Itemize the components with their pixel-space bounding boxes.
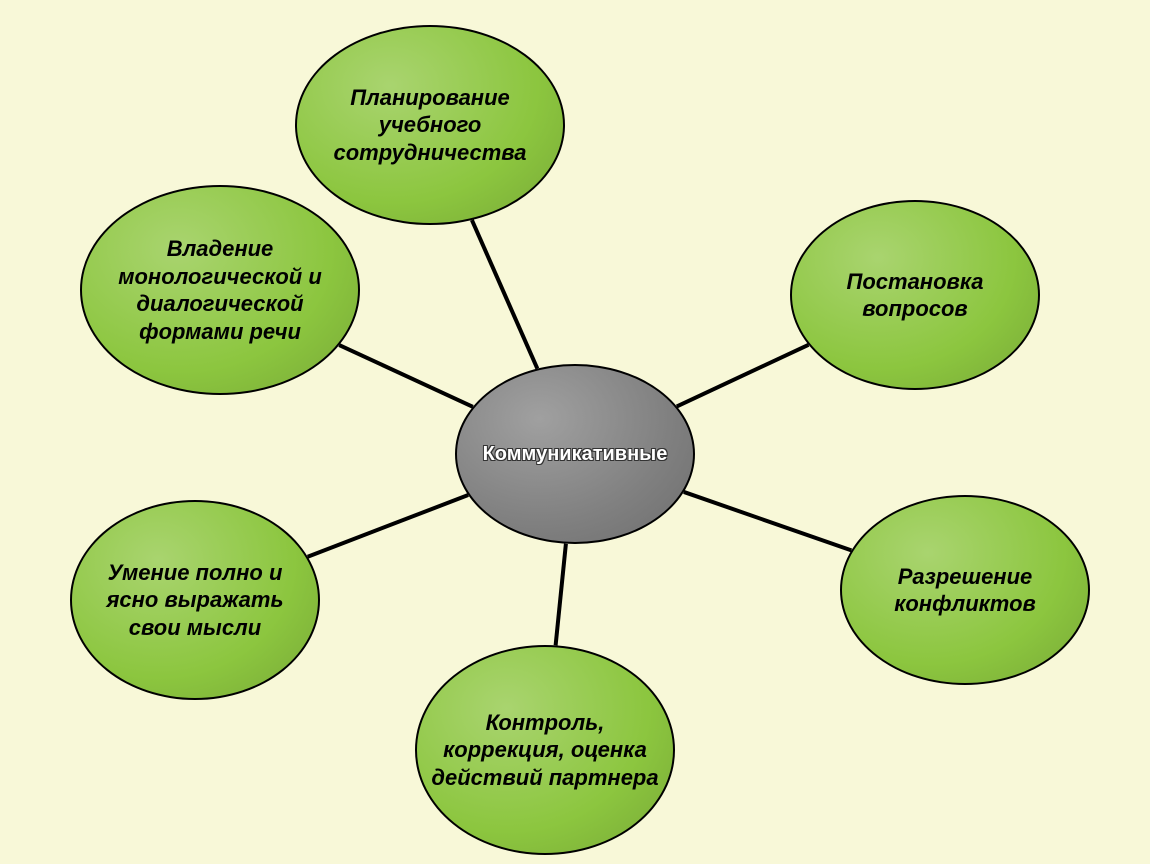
connector-speech bbox=[339, 345, 473, 407]
connector-control bbox=[556, 544, 566, 646]
node-label-conflicts: Разрешение конфликтов bbox=[852, 563, 1078, 618]
node-label-planning: Планирование учебного сотрудничества bbox=[307, 84, 553, 167]
node-label-questions: Постановка вопросов bbox=[802, 268, 1028, 323]
diagram-canvas: Планирование учебного сотрудничества Пост… bbox=[0, 0, 1150, 864]
connector-express bbox=[308, 495, 469, 557]
node-express: Умение полно и ясно выражать свои мысли bbox=[70, 500, 320, 700]
connector-conflicts bbox=[684, 492, 852, 550]
node-planning: Планирование учебного сотрудничества bbox=[295, 25, 565, 225]
connector-questions bbox=[677, 345, 809, 407]
center-node: Коммуникативные bbox=[455, 364, 695, 544]
connector-planning bbox=[472, 220, 537, 368]
node-conflicts: Разрешение конфликтов bbox=[840, 495, 1090, 685]
node-label-control: Контроль, коррекция, оценка действий пар… bbox=[427, 709, 663, 792]
node-label-speech: Владение монологической и диалогической … bbox=[92, 235, 348, 345]
node-speech: Владение монологической и диалогической … bbox=[80, 185, 360, 395]
node-control: Контроль, коррекция, оценка действий пар… bbox=[415, 645, 675, 855]
center-node-label: Коммуникативные bbox=[467, 442, 683, 467]
node-label-express: Умение полно и ясно выражать свои мысли bbox=[82, 559, 308, 642]
node-questions: Постановка вопросов bbox=[790, 200, 1040, 390]
